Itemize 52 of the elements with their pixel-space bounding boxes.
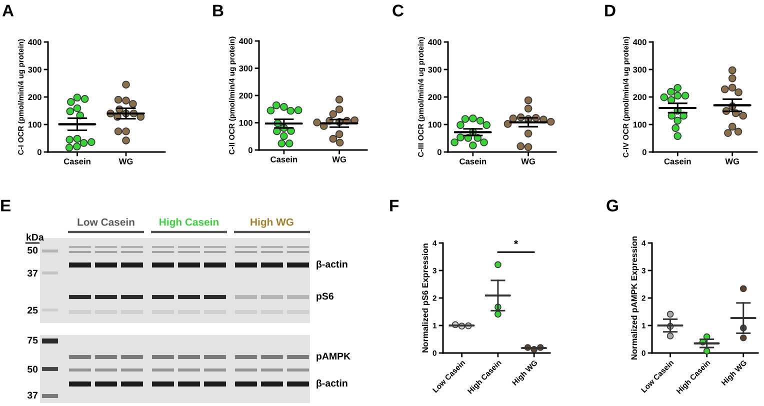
category-label: Low Casein	[78, 218, 134, 226]
text: kDa	[26, 233, 44, 241]
text: 75	[28, 336, 38, 344]
y-tick-label: 300	[633, 66, 646, 73]
y-tick-label: 0	[248, 147, 252, 154]
text: 37	[27, 392, 38, 399]
y-tick-label: 100	[428, 122, 442, 128]
y-tick-label: 200	[633, 94, 646, 100]
x-tick-label: WG	[725, 158, 740, 164]
annotation: *	[514, 240, 518, 244]
y-axis-title: Normalized pAMPK Expression	[630, 236, 639, 360]
text: pAMPK	[316, 352, 350, 362]
chart-title: G	[606, 200, 618, 212]
y-axis-title: Normalized pS6 Expression	[422, 244, 430, 352]
y-tick-label: 200	[28, 94, 42, 100]
y-tick-label: 100	[633, 122, 646, 128]
y-tick-label: 200	[239, 92, 252, 99]
x-tick-label: WG	[521, 158, 535, 164]
text: pS6	[316, 292, 334, 302]
y-tick-label: 0	[37, 149, 42, 156]
text: 25	[28, 306, 38, 314]
x-tick-label: WG	[118, 158, 133, 164]
y-tick-label: 300	[428, 66, 442, 73]
y-tick-label: 100	[239, 120, 252, 126]
category-label: High Casein	[160, 218, 218, 228]
category-label: High WG	[250, 218, 294, 228]
chart-title: A	[2, 4, 14, 16]
x-tick-label: WG	[332, 156, 346, 162]
y-tick-label: 300	[239, 65, 252, 72]
y-tick-label: 0	[642, 149, 646, 156]
x-tick-label: Casein	[664, 158, 691, 164]
chart-title: D	[605, 4, 616, 16]
text: β-actin	[316, 260, 348, 270]
x-tick-label: Casein	[460, 158, 486, 164]
x-tick-label: Casein	[270, 156, 298, 162]
text: E	[1, 200, 10, 212]
x-tick-label: Casein	[64, 158, 90, 164]
y-tick-label: 200	[428, 94, 442, 100]
text: 50	[27, 366, 38, 373]
y-tick-label: 100	[28, 122, 42, 128]
y-tick-label: 400	[632, 39, 646, 46]
chart-title: C	[392, 4, 404, 16]
chart-title: F	[390, 200, 399, 212]
text: β-actin	[316, 379, 348, 389]
y-tick-label: 0	[437, 149, 442, 156]
y-tick-label: 400	[28, 39, 42, 46]
y-tick-label: 300	[28, 66, 42, 73]
text: 50	[27, 246, 38, 254]
y-tick-label: 400	[428, 39, 442, 46]
text: 37	[27, 270, 38, 277]
chart-title: B	[213, 4, 224, 16]
y-tick-label: 400	[238, 38, 252, 44]
